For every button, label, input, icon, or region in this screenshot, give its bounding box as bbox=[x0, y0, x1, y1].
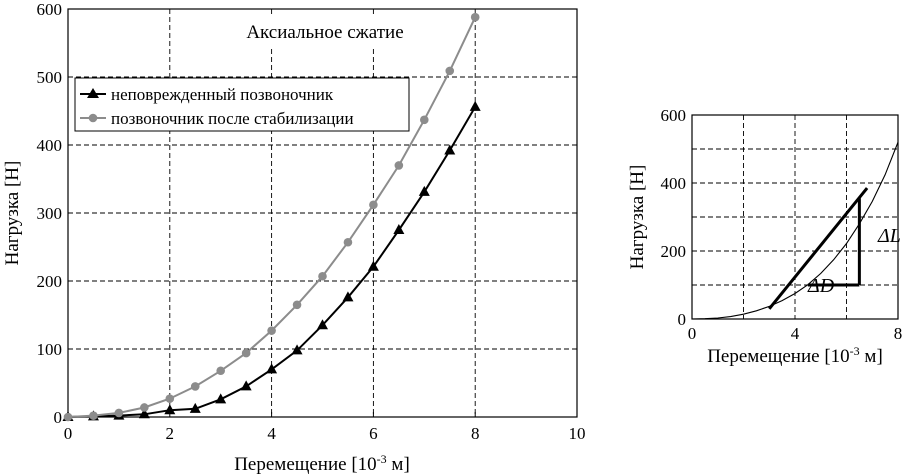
x-tick-label: 10 bbox=[569, 424, 586, 443]
data-point-stabilized bbox=[470, 12, 480, 22]
main-x-axis-label: Перемещение [10-3 м] bbox=[234, 452, 410, 475]
legend-box bbox=[74, 77, 410, 132]
inset-chart-frame bbox=[691, 114, 899, 320]
data-point-stabilized bbox=[445, 66, 455, 76]
inset-x-tick-label: 8 bbox=[894, 324, 902, 343]
main-chart-series bbox=[62, 12, 481, 422]
y-tick-label: 500 bbox=[37, 68, 63, 87]
data-point-stabilized bbox=[241, 348, 251, 358]
data-point-stabilized bbox=[292, 300, 302, 310]
legend-label-intact: неповрежденный позвоночник bbox=[111, 85, 334, 104]
inset-x-axis-label: Перемещение [10-3 м] bbox=[707, 344, 883, 367]
data-point-stabilized bbox=[394, 161, 404, 170]
data-point-intact bbox=[367, 260, 379, 271]
data-point-intact bbox=[240, 380, 252, 391]
data-point-stabilized bbox=[369, 200, 378, 210]
legend-label-stabilized: позвоночник после стабилизации bbox=[111, 109, 354, 128]
inset-y-tick-label: 0 bbox=[678, 310, 687, 329]
inset-y-axis-label: Нагрузка [Н] bbox=[627, 165, 648, 270]
data-point-intact bbox=[291, 344, 303, 355]
legend-item-intact: неповрежденный позвоночник bbox=[80, 85, 334, 104]
delta-d-label: ΔD bbox=[807, 275, 835, 297]
inset-y-tick-label: 400 bbox=[661, 174, 687, 193]
data-point-intact bbox=[189, 402, 201, 413]
data-point-stabilized bbox=[318, 271, 327, 281]
data-point-stabilized bbox=[190, 382, 200, 391]
chart-annotation: Аксиальное сжатие bbox=[246, 22, 403, 43]
data-point-stabilized bbox=[140, 403, 149, 412]
data-point-stabilized bbox=[420, 115, 429, 125]
inset-x-tick-label: 4 bbox=[791, 324, 800, 343]
x-tick-label: 4 bbox=[267, 424, 276, 443]
data-point-intact bbox=[317, 319, 328, 330]
main-y-axis-label: Нагрузка [Н] bbox=[2, 161, 23, 266]
data-point-intact bbox=[444, 144, 456, 155]
annotation-box bbox=[215, 17, 437, 47]
data-point-stabilized bbox=[89, 411, 98, 420]
delta-l-label: ΔL bbox=[877, 225, 901, 247]
inset-chart-ticks: 0 4 8 0 200 400 600 bbox=[661, 106, 902, 343]
data-point-intact bbox=[215, 393, 227, 404]
y-tick-label: 600 bbox=[37, 0, 63, 19]
inset-curve bbox=[691, 141, 899, 320]
inset-chart-series bbox=[691, 141, 899, 320]
y-tick-label: 200 bbox=[37, 272, 63, 291]
inset-x-tick-label: 0 bbox=[688, 324, 697, 343]
inset-chart-grid bbox=[692, 115, 898, 319]
data-point-stabilized bbox=[114, 408, 124, 418]
x-tick-label: 2 bbox=[166, 424, 175, 443]
data-point-stabilized bbox=[216, 366, 225, 376]
inset-y-tick-label: 600 bbox=[661, 106, 687, 125]
y-tick-label: 100 bbox=[37, 340, 63, 359]
legend-marker-circle bbox=[88, 113, 98, 123]
data-point-intact bbox=[342, 291, 354, 302]
x-tick-label: 8 bbox=[471, 424, 480, 443]
data-point-intact bbox=[469, 100, 481, 111]
data-point-stabilized bbox=[165, 394, 175, 403]
y-tick-label: 400 bbox=[37, 136, 63, 155]
inset-y-tick-label: 200 bbox=[661, 242, 687, 261]
data-point-stabilized bbox=[63, 412, 73, 422]
inset-chart: 0 4 8 0 200 400 600 ΔL ΔD Перемещение [10-3 м]… bbox=[627, 106, 902, 367]
x-tick-label: 6 bbox=[369, 424, 378, 443]
data-point-stabilized bbox=[267, 326, 276, 335]
tangent-line bbox=[768, 187, 869, 310]
data-point-stabilized bbox=[343, 237, 353, 247]
legend-marker-triangle bbox=[87, 88, 99, 98]
data-point-intact bbox=[138, 408, 150, 419]
y-tick-label: 0 bbox=[54, 408, 63, 427]
main-chart-grid bbox=[68, 9, 577, 417]
data-point-intact bbox=[266, 363, 278, 374]
data-point-intact bbox=[393, 224, 405, 234]
legend: неповрежденный позвоночник позвоночник п… bbox=[74, 77, 410, 132]
y-tick-label: 300 bbox=[37, 204, 63, 223]
data-point-intact bbox=[418, 185, 430, 196]
data-point-intact bbox=[164, 404, 176, 415]
legend-item-stabilized: позвоночник после стабилизации bbox=[80, 109, 354, 128]
x-tick-label: 0 bbox=[64, 424, 73, 443]
